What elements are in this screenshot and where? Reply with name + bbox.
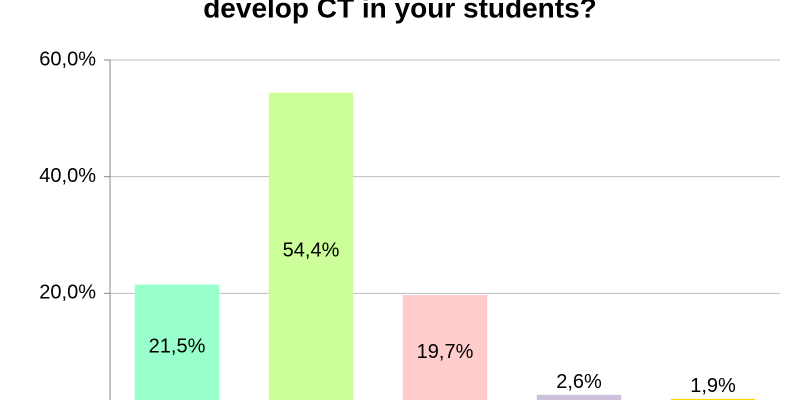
bar xyxy=(670,398,756,400)
y-tick-label: 20,0% xyxy=(39,282,96,304)
y-tick-label: 60,0% xyxy=(39,48,96,70)
value-label: 1,9% xyxy=(690,375,736,397)
chart-title: develop CT in your students? xyxy=(203,0,597,23)
bar xyxy=(268,92,354,400)
value-label: 19,7% xyxy=(417,341,474,363)
y-tick-label: 40,0% xyxy=(39,165,96,187)
value-label: 54,4% xyxy=(283,240,340,262)
bar xyxy=(536,394,622,400)
value-label: 21,5% xyxy=(149,336,206,358)
value-label: 2,6% xyxy=(556,371,602,393)
bar xyxy=(402,295,488,400)
bar xyxy=(134,284,220,400)
y-tick-label: 0,0% xyxy=(50,398,96,400)
